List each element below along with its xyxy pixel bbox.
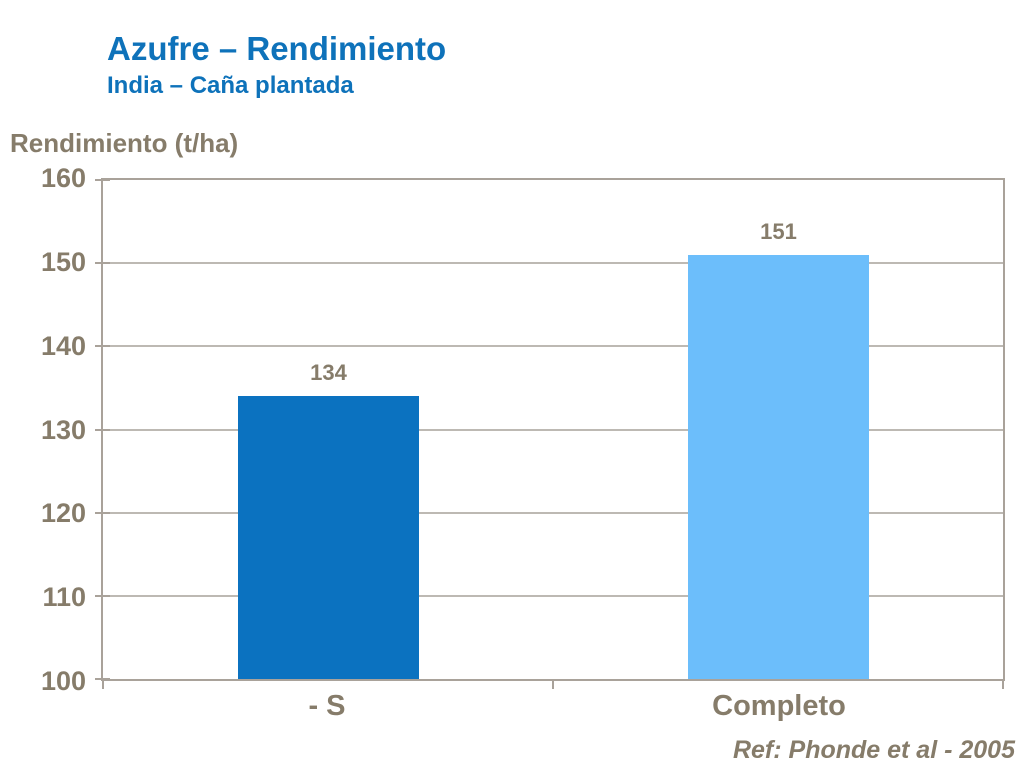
y-axis-tick-label: 150 bbox=[40, 246, 86, 277]
x-axis-tick bbox=[1002, 680, 1004, 689]
gridline bbox=[103, 511, 1003, 514]
y-axis-tick bbox=[95, 345, 110, 348]
chart-title: Azufre – Rendimiento bbox=[107, 30, 447, 67]
y-axis-tick bbox=[95, 262, 110, 265]
x-axis-tick bbox=[102, 680, 104, 689]
bar---s bbox=[238, 396, 419, 679]
chart-subtitle: India – Caña plantada bbox=[107, 72, 354, 99]
x-axis-tick bbox=[552, 680, 554, 689]
y-axis-tick-label: 120 bbox=[40, 498, 86, 529]
y-axis-tick bbox=[95, 678, 110, 680]
y-axis-tick bbox=[95, 594, 110, 597]
y-axis-tick bbox=[95, 179, 110, 181]
y-axis-tick-labels: 100 110 120 130 140 150 160 bbox=[0, 164, 86, 695]
bar-completo bbox=[688, 254, 869, 679]
x-axis-category-label: - S bbox=[308, 690, 346, 722]
bar-value-label: 134 bbox=[310, 360, 347, 386]
gridline bbox=[103, 262, 1003, 265]
y-axis-tick-label: 110 bbox=[42, 582, 86, 613]
y-axis-tick bbox=[95, 511, 110, 514]
x-axis-category-label: Completo bbox=[712, 690, 846, 722]
y-axis-tick-label: 130 bbox=[40, 414, 86, 445]
reference-text: Ref: Phonde et al - 2005 bbox=[732, 736, 1015, 764]
gridline bbox=[103, 594, 1003, 597]
y-axis-tick-label: 140 bbox=[40, 330, 86, 361]
bar-value-label: 151 bbox=[760, 218, 797, 244]
y-axis-tick-label: 100 bbox=[40, 666, 86, 696]
plot-area: 134 151 bbox=[95, 178, 1005, 689]
gridline bbox=[103, 345, 1003, 348]
x-axis-labels: - S Completo bbox=[101, 690, 1005, 730]
y-axis-tick bbox=[95, 428, 110, 431]
y-axis-title: Rendimiento (t/ha) bbox=[10, 128, 239, 158]
y-axis-tick-label: 160 bbox=[40, 163, 86, 193]
gridline bbox=[103, 428, 1003, 431]
